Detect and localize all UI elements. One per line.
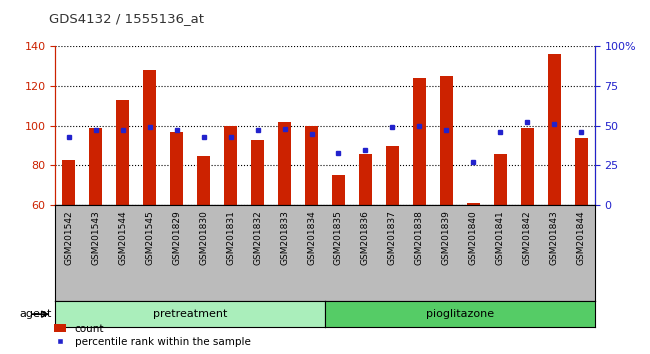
- Text: GDS4132 / 1555136_at: GDS4132 / 1555136_at: [49, 12, 203, 25]
- Bar: [439, 76, 453, 205]
- Text: GSM201844: GSM201844: [577, 210, 586, 265]
- Bar: [467, 203, 480, 205]
- Bar: [116, 100, 129, 205]
- Text: GSM201832: GSM201832: [253, 210, 262, 265]
- Bar: [575, 138, 588, 205]
- Bar: [224, 126, 237, 205]
- Text: GSM201843: GSM201843: [550, 210, 559, 265]
- Text: GSM201838: GSM201838: [415, 210, 424, 265]
- Text: GSM201543: GSM201543: [91, 210, 100, 265]
- Text: GSM201829: GSM201829: [172, 210, 181, 265]
- Bar: [413, 78, 426, 205]
- Text: GSM201839: GSM201839: [442, 210, 451, 265]
- Text: pretreatment: pretreatment: [153, 309, 228, 319]
- Text: GSM201830: GSM201830: [199, 210, 208, 265]
- Bar: [143, 70, 157, 205]
- Bar: [547, 54, 561, 205]
- Bar: [385, 145, 399, 205]
- Bar: [197, 155, 211, 205]
- Text: GSM201544: GSM201544: [118, 210, 127, 265]
- Bar: [521, 128, 534, 205]
- Text: GSM201833: GSM201833: [280, 210, 289, 265]
- Bar: [170, 132, 183, 205]
- Bar: [332, 176, 345, 205]
- Text: pioglitazone: pioglitazone: [426, 309, 494, 319]
- Bar: [359, 154, 372, 205]
- Bar: [89, 128, 103, 205]
- Bar: [493, 154, 507, 205]
- Text: GSM201545: GSM201545: [145, 210, 154, 265]
- Text: GSM201835: GSM201835: [334, 210, 343, 265]
- Text: GSM201542: GSM201542: [64, 210, 73, 265]
- Text: GSM201834: GSM201834: [307, 210, 316, 265]
- Bar: [305, 126, 318, 205]
- Text: GSM201841: GSM201841: [496, 210, 505, 265]
- Text: GSM201836: GSM201836: [361, 210, 370, 265]
- Text: GSM201831: GSM201831: [226, 210, 235, 265]
- Bar: [251, 139, 265, 205]
- Text: GSM201840: GSM201840: [469, 210, 478, 265]
- Text: agent: agent: [20, 309, 52, 319]
- Text: GSM201842: GSM201842: [523, 210, 532, 265]
- Legend: count, percentile rank within the sample: count, percentile rank within the sample: [54, 324, 251, 347]
- Text: GSM201837: GSM201837: [388, 210, 397, 265]
- Bar: [278, 122, 291, 205]
- Bar: [62, 160, 75, 205]
